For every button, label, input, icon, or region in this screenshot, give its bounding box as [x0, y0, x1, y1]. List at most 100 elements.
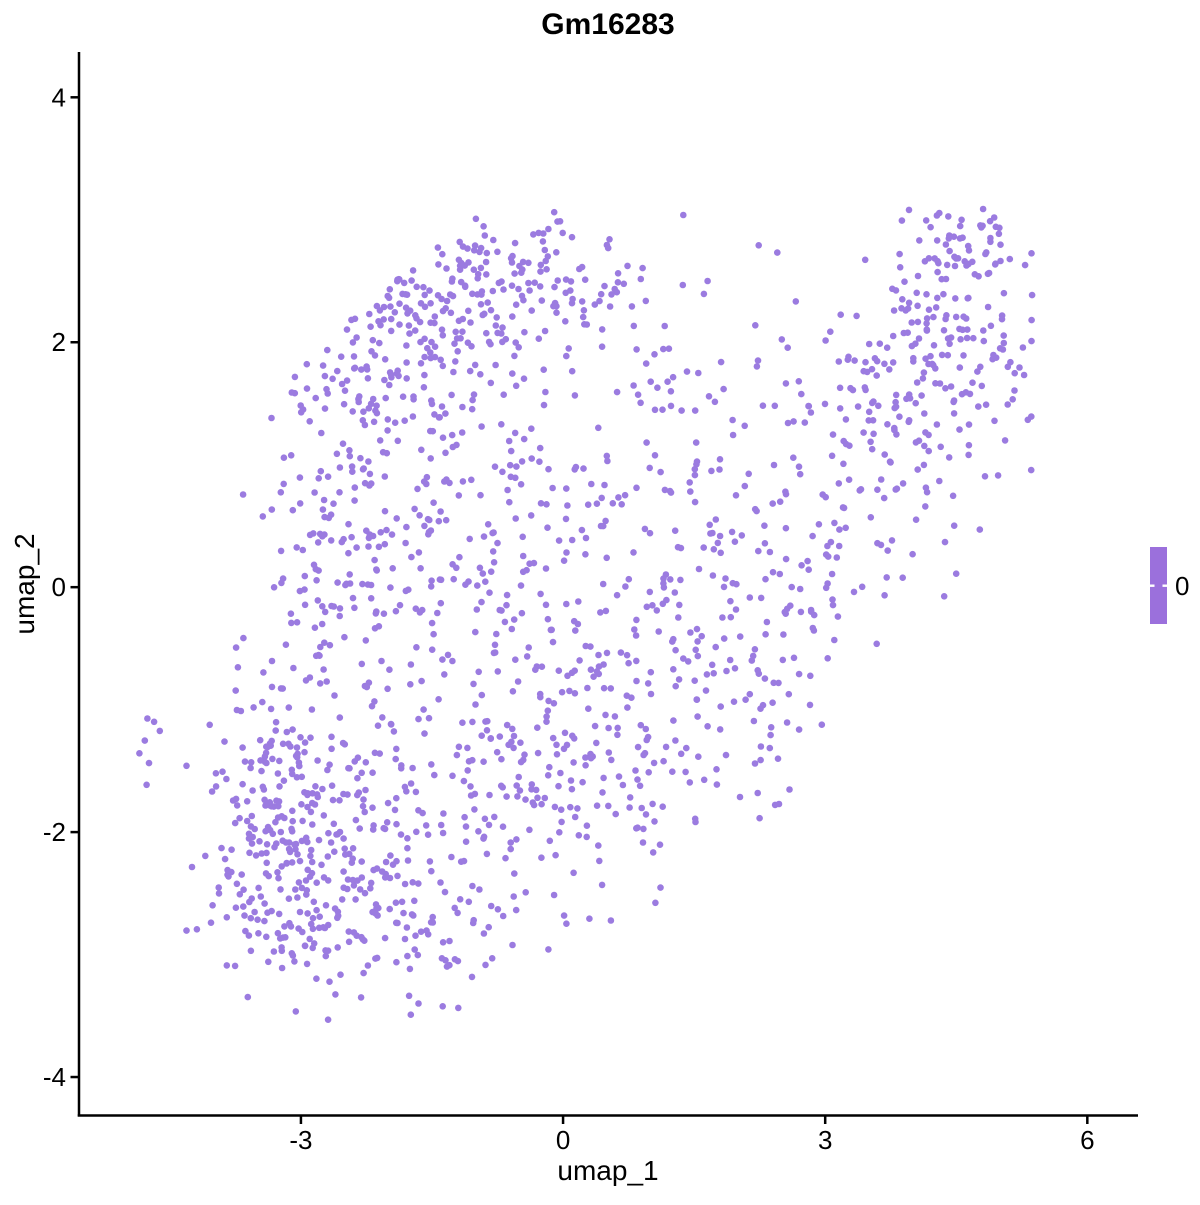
data-point [528, 425, 535, 433]
data-point [1028, 250, 1035, 257]
data-point [912, 439, 920, 446]
data-point [664, 378, 671, 386]
data-point [593, 500, 601, 508]
data-point [512, 656, 519, 663]
data-point [539, 238, 547, 245]
data-point [756, 814, 763, 822]
data-point [940, 290, 947, 298]
data-point [619, 781, 627, 789]
data-point [801, 419, 809, 426]
data-point [753, 507, 760, 515]
data-point [946, 247, 953, 255]
data-point [482, 258, 490, 266]
data-point [309, 925, 317, 933]
data-point [350, 882, 358, 889]
data-point [713, 766, 720, 773]
data-point [659, 803, 666, 810]
data-point [321, 608, 329, 616]
data-point [776, 570, 784, 578]
data-point [294, 894, 301, 901]
data-point [276, 935, 284, 942]
data-point [617, 649, 625, 656]
data-point [369, 804, 376, 811]
data-point [782, 610, 789, 617]
data-point [412, 312, 419, 319]
data-point [515, 773, 522, 781]
data-point [247, 764, 254, 772]
data-point [904, 305, 912, 312]
data-point [750, 717, 758, 725]
data-point [316, 652, 323, 659]
data-point [541, 246, 549, 254]
scatter-points-layer [136, 205, 1036, 1023]
data-point [538, 800, 545, 808]
data-point [311, 489, 318, 496]
data-point [590, 673, 597, 680]
data-point [670, 717, 677, 724]
data-point [868, 445, 876, 453]
data-point [437, 356, 445, 364]
data-point [511, 270, 518, 277]
data-point [609, 500, 617, 507]
data-point [487, 735, 495, 742]
data-point [410, 396, 417, 403]
data-point [277, 685, 285, 692]
data-point [649, 800, 656, 808]
data-point [827, 538, 835, 546]
data-point [313, 879, 321, 886]
data-point [439, 939, 447, 946]
data-point [304, 910, 311, 917]
data-point [891, 404, 898, 412]
data-point [958, 216, 965, 224]
data-point [677, 576, 684, 584]
data-point [456, 553, 463, 561]
data-point [429, 919, 437, 926]
data-point [876, 340, 884, 348]
data-point [320, 496, 328, 504]
data-point [478, 732, 486, 739]
data-point [355, 398, 363, 406]
data-point [510, 616, 518, 623]
data-point [481, 310, 488, 318]
data-point [545, 225, 552, 233]
data-point [499, 823, 507, 830]
data-point [965, 260, 972, 268]
data-point [850, 588, 858, 596]
data-point [942, 315, 949, 323]
data-point [289, 506, 297, 514]
data-point [981, 473, 989, 480]
data-point [1001, 437, 1009, 444]
data-point [360, 969, 367, 977]
data-point [957, 336, 964, 343]
data-point [509, 370, 516, 377]
data-point [386, 905, 394, 913]
data-point [551, 283, 558, 291]
data-point [431, 411, 438, 418]
data-point [414, 485, 421, 493]
data-point [956, 364, 964, 371]
data-point [358, 858, 366, 865]
data-point [708, 467, 715, 475]
data-point [842, 440, 850, 448]
data-point [755, 547, 762, 555]
data-point [575, 598, 582, 605]
data-point [759, 701, 767, 709]
data-point [579, 778, 586, 786]
data-point [340, 868, 347, 875]
data-point [785, 690, 793, 698]
data-point [943, 261, 951, 269]
legend-colorbar [1150, 547, 1167, 624]
data-point [795, 726, 803, 733]
data-point [700, 776, 708, 784]
data-point [706, 521, 713, 529]
data-point [865, 408, 873, 416]
data-point [466, 367, 474, 375]
data-point [260, 786, 268, 793]
data-point [809, 532, 816, 540]
data-point [942, 385, 949, 392]
data-point [605, 749, 613, 756]
data-point [704, 723, 711, 730]
data-point [430, 630, 437, 638]
data-point [944, 351, 952, 359]
data-point [386, 286, 394, 293]
